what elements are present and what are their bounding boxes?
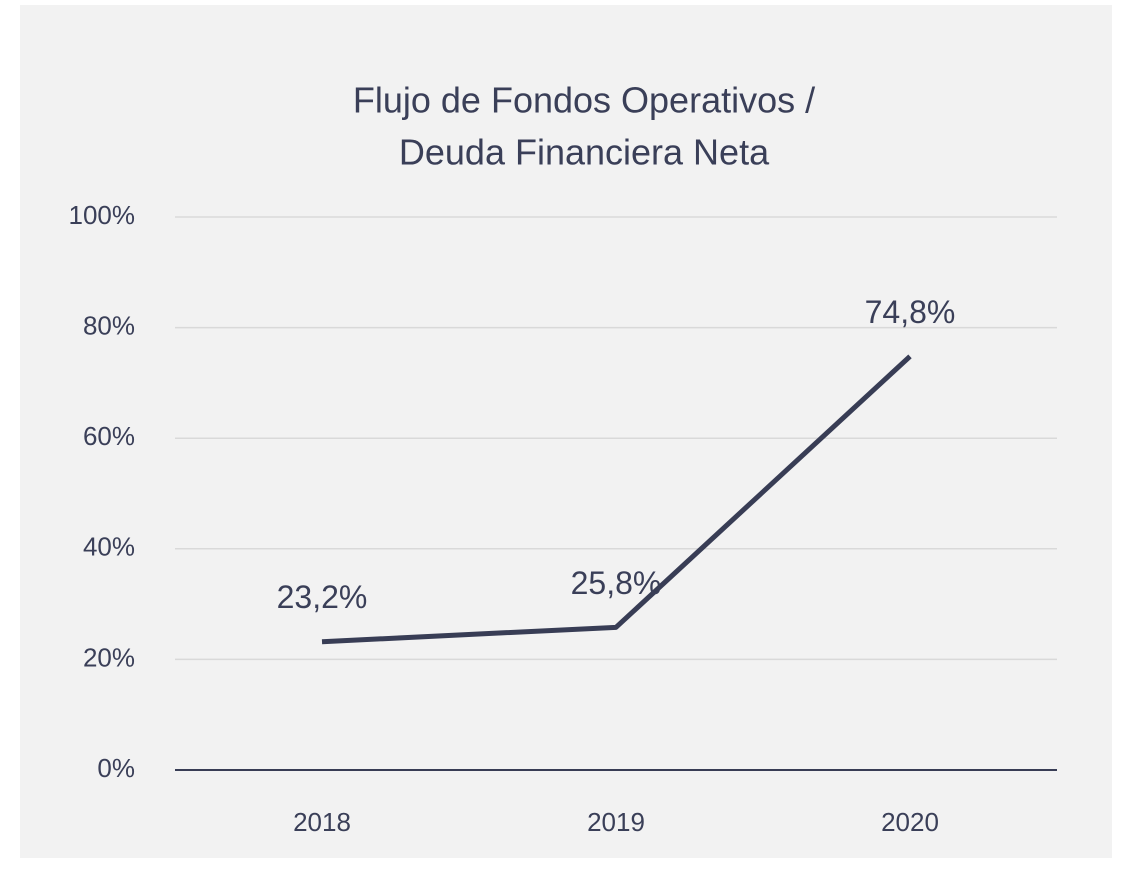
x-tick-label: 2018: [293, 807, 351, 837]
line: [321, 354, 912, 645]
chart-title: Deuda Financiera Neta: [399, 132, 770, 173]
data-label: 74,8%: [865, 294, 956, 330]
data-label: 23,2%: [277, 579, 368, 615]
chart-background: [20, 5, 1112, 858]
chart-title: Flujo de Fondos Operativos /: [353, 80, 815, 121]
y-tick-label: 60%: [83, 421, 135, 451]
data-label: 25,8%: [571, 565, 662, 601]
y-tick-label: 20%: [83, 642, 135, 672]
y-tick-label: 80%: [83, 310, 135, 340]
x-tick-label: 2020: [881, 807, 939, 837]
y-tick-label: 40%: [83, 532, 135, 562]
y-tick-label: 100%: [69, 200, 136, 230]
y-tick-label: 0%: [97, 753, 135, 783]
x-tick-label: 2019: [587, 807, 645, 837]
